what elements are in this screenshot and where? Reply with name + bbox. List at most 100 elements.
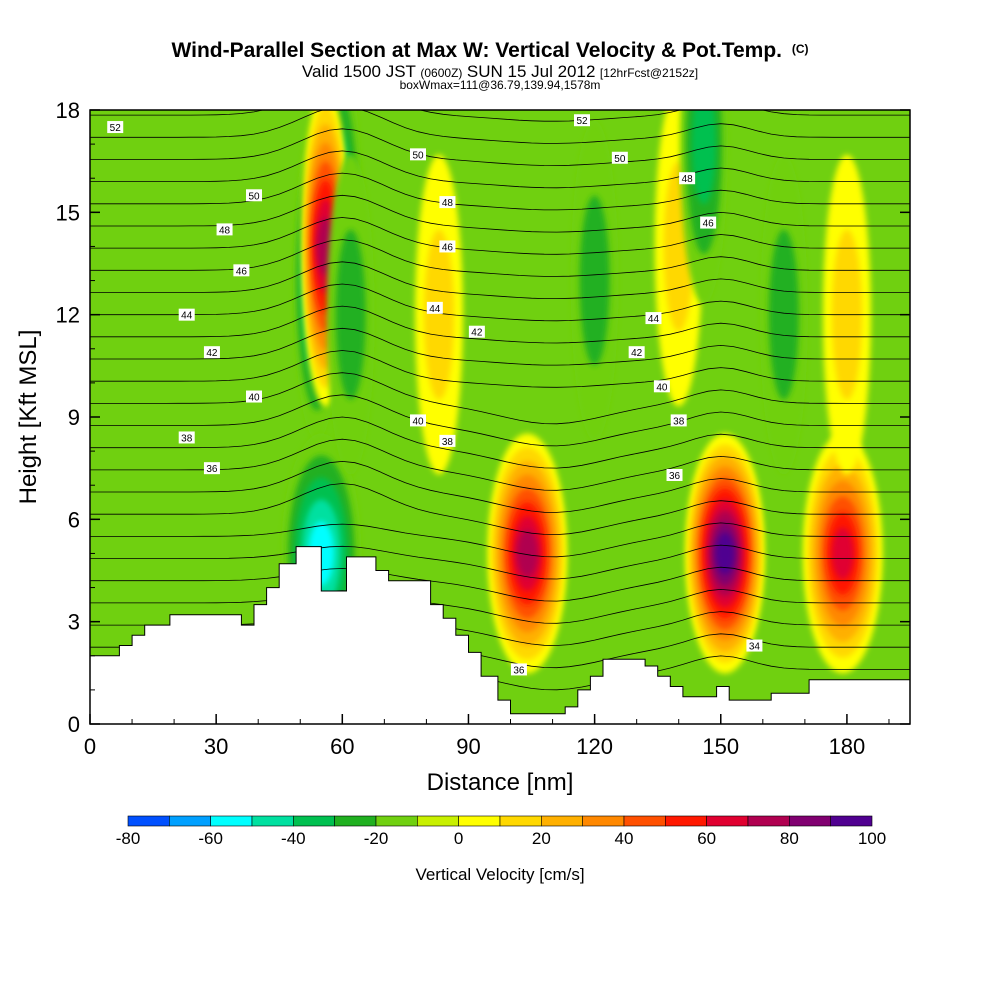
velocity-feature: [487, 433, 568, 674]
theta-contour-label: 42: [468, 325, 485, 339]
colorbar-tick-label: -80: [116, 829, 141, 848]
theta-contour-line: [90, 110, 910, 122]
label-backing: [246, 390, 262, 403]
theta-contour-label: 36: [666, 468, 683, 482]
label-backing: [426, 301, 443, 314]
y-axis-label: Height [Kft MSL]: [15, 330, 42, 505]
theta-contour-line: [90, 283, 910, 322]
theta-contour-line: [90, 460, 910, 513]
y-tick-label: 0: [68, 712, 80, 737]
theta-contour-label: 38: [439, 434, 456, 448]
label-text: 50: [248, 191, 260, 202]
theta-contour-label: 38: [670, 414, 687, 427]
label-backing: [653, 380, 670, 393]
x-tick-label: 60: [330, 734, 354, 759]
velocity-contour-band: [831, 527, 854, 580]
velocity-feature: [802, 433, 883, 674]
colorbar-swatch: [582, 815, 625, 827]
velocity-feature: [684, 433, 765, 674]
colorbar-tick-label: -60: [198, 829, 223, 848]
theta-contour-labels: 52 52 50 50 50 48 48 48 46 46 46 44 44 44 42 42 42 40 40 40…: [107, 114, 763, 676]
velocity-contour-band: [691, 110, 716, 205]
colorbar-swatch: [747, 815, 790, 827]
label-backing: [410, 414, 426, 427]
label-text: 36: [513, 665, 525, 676]
colorbar-swatch: [830, 815, 873, 827]
theta-contour-line: [90, 588, 910, 624]
colorbar-swatch: [417, 815, 459, 827]
theta-contour-label: 40: [653, 380, 670, 393]
label-text: 42: [631, 348, 643, 359]
theta-contour-label: 44: [645, 312, 662, 325]
x-tick-label: 150: [702, 734, 739, 759]
label-backing: [203, 346, 220, 359]
theta-contour-label: 40: [410, 414, 426, 427]
label-backing: [628, 346, 645, 359]
theta-contour-label: 48: [439, 196, 456, 209]
velocity-feature: [759, 154, 808, 475]
label-backing: [439, 196, 456, 209]
label-backing: [439, 434, 456, 447]
colorbar-swatch: [127, 815, 170, 827]
label-text: 36: [669, 471, 681, 482]
chart-title-sup: (C): [792, 42, 809, 56]
colorbar-swatch: [251, 815, 294, 827]
theta-contour-line: [90, 483, 910, 536]
colorbar-swatch: [541, 815, 583, 827]
theta-contour-line: [90, 128, 910, 167]
theta-contour-label: 42: [628, 346, 645, 359]
x-axis-label: Distance [nm]: [427, 769, 574, 796]
velocity-contour-band: [768, 229, 799, 400]
label-text: 52: [110, 123, 122, 134]
colorbar-tick-label: 20: [532, 829, 551, 848]
x-tick-label: 30: [204, 734, 228, 759]
label-backing: [574, 114, 590, 127]
label-backing: [246, 189, 262, 202]
label-text: 40: [656, 382, 668, 393]
colorbar-tick-label: -20: [364, 829, 389, 848]
theta-contour-line: [90, 327, 910, 366]
theta-contour-label: 44: [426, 301, 443, 315]
plot-area: 52 52 50 50 50 48 48 48 46 46 46 44 44 44 42 42 42 40 40 40…: [90, 110, 910, 724]
colorbar-swatch: [458, 815, 501, 827]
label-text: 42: [471, 328, 483, 339]
y-tick-label: 3: [68, 610, 80, 635]
label-backing: [679, 172, 696, 185]
theta-contour-line: [90, 172, 910, 211]
chart-subtitle-2: boxWmax=111@36.79,139.94,1578m: [400, 78, 601, 92]
colorbar: -80 -60 -40 -20 0 20 40 60 80 100: [116, 815, 886, 848]
theta-contour-line: [90, 110, 910, 144]
label-text: 44: [648, 314, 660, 325]
velocity-contour-band: [424, 229, 455, 400]
theta-contour-label: 36: [203, 462, 220, 475]
label-text: 40: [412, 416, 424, 427]
label-backing: [700, 216, 717, 229]
x-tick-label: 0: [84, 734, 96, 759]
colorbar-swatch: [169, 815, 211, 827]
label-backing: [410, 148, 426, 161]
theta-contour-line: [90, 416, 910, 469]
label-backing: [510, 663, 527, 676]
velocity-feature: [326, 154, 375, 475]
velocity-contour-band: [517, 529, 538, 578]
colorbar-swatch: [789, 815, 831, 827]
colorbar-label: Vertical Velocity [cm/s]: [415, 865, 584, 884]
colorbar-swatch: [706, 815, 749, 827]
colorbar-swatch: [623, 815, 666, 827]
label-backing: [645, 312, 662, 325]
y-tick-label: 15: [56, 200, 80, 225]
label-text: 46: [703, 219, 715, 230]
label-text: 40: [248, 393, 260, 404]
theta-contour-label: 48: [679, 172, 696, 185]
terrain: [90, 546, 910, 724]
y-tick-label: 9: [68, 405, 80, 430]
theta-contour-line: [90, 350, 910, 388]
theta-contour-label: 52: [107, 121, 124, 134]
theta-contour-label: 52: [574, 114, 590, 127]
theta-contour-label: 48: [216, 223, 233, 236]
colorbar-swatch: [375, 815, 418, 827]
label-text: 48: [682, 174, 694, 185]
theta-contour-label: 50: [611, 151, 628, 165]
